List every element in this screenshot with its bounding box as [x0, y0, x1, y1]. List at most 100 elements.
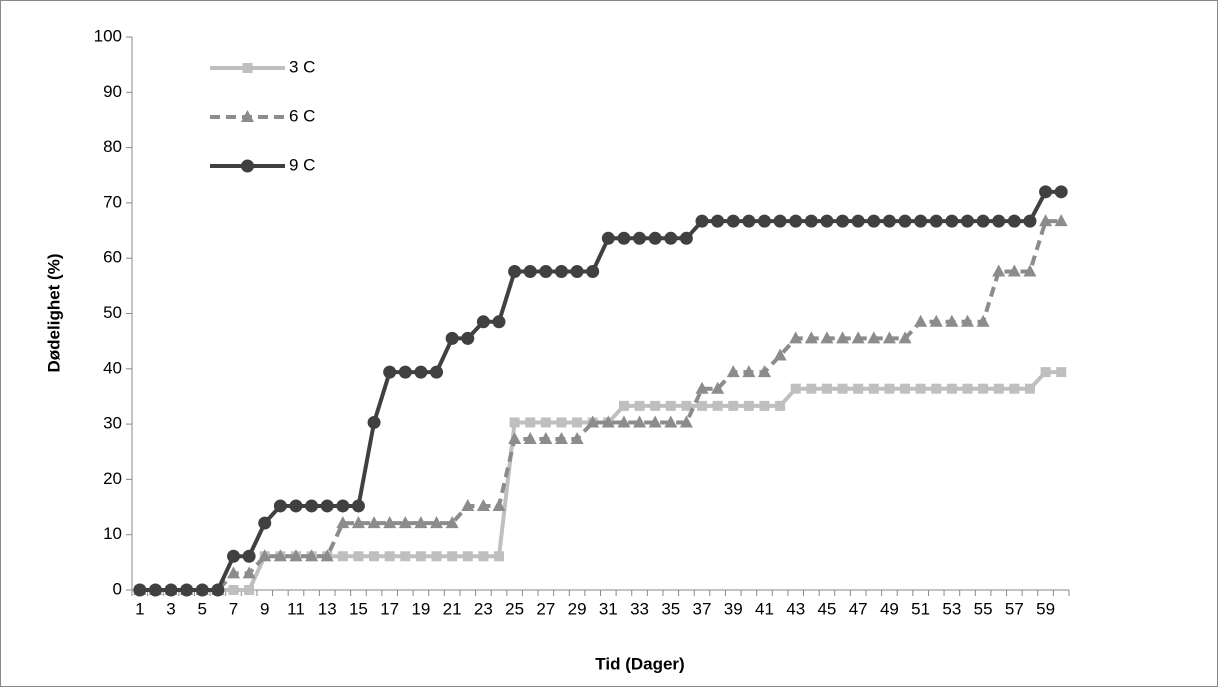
data-point [476, 315, 490, 329]
legend-marker [242, 63, 253, 73]
data-point [993, 383, 1004, 394]
data-point [914, 314, 928, 327]
data-point [601, 415, 615, 428]
data-point [773, 214, 787, 228]
data-point [586, 415, 600, 428]
data-point [664, 415, 678, 428]
data-point [851, 214, 865, 228]
x-tick-label: 41 [755, 599, 774, 618]
y-tick-label: 20 [103, 469, 122, 488]
data-point [853, 383, 864, 394]
data-point [820, 331, 834, 344]
x-tick-label: 23 [474, 599, 493, 618]
data-point [383, 516, 397, 529]
data-point [914, 214, 928, 228]
x-tick-label: 55 [974, 599, 993, 618]
x-tick-label: 31 [599, 599, 618, 618]
data-point [273, 549, 287, 562]
data-point [430, 516, 444, 529]
x-tick-label: 47 [849, 599, 868, 618]
data-point [351, 499, 365, 513]
x-tick-label: 21 [443, 599, 462, 618]
y-axis-title: Dødelighet (%) [44, 254, 63, 373]
x-tick-label: 37 [693, 599, 712, 618]
x-tick-label: 27 [536, 599, 555, 618]
data-point [1039, 185, 1053, 199]
data-point [1054, 185, 1068, 199]
data-point [273, 499, 287, 513]
data-point [648, 231, 662, 245]
data-point [695, 214, 709, 228]
data-point [868, 383, 879, 394]
y-tick-label: 30 [103, 414, 122, 433]
y-tick-label: 10 [103, 524, 122, 543]
data-point [478, 551, 489, 562]
data-point [1023, 264, 1037, 277]
data-point [523, 432, 537, 445]
data-point [509, 417, 520, 428]
data-point [1056, 367, 1067, 378]
data-point [757, 214, 771, 228]
data-point [556, 417, 567, 428]
data-point [554, 264, 568, 278]
data-point [180, 583, 194, 597]
data-point [430, 365, 444, 379]
data-point [837, 383, 848, 394]
data-point [976, 214, 990, 228]
data-point [773, 348, 787, 361]
legend-label: 9 C [289, 155, 315, 174]
data-point [351, 516, 365, 529]
y-tick-label: 0 [113, 579, 122, 598]
data-point [508, 432, 522, 445]
data-point [369, 551, 380, 562]
data-point [726, 214, 740, 228]
data-point [289, 549, 303, 562]
x-tick-label: 9 [260, 599, 269, 618]
data-point [759, 400, 770, 411]
data-point [353, 551, 364, 562]
x-tick-label: 17 [380, 599, 399, 618]
data-point [945, 314, 959, 327]
data-point [539, 432, 553, 445]
y-tick-label: 40 [103, 358, 122, 377]
data-point [445, 331, 459, 345]
data-point [711, 381, 725, 394]
data-point [228, 585, 239, 595]
data-point [242, 549, 256, 563]
data-point [539, 264, 553, 278]
data-point [976, 314, 990, 327]
x-tick-label: 5 [198, 599, 207, 618]
data-point [898, 214, 912, 228]
data-point [650, 400, 661, 411]
data-point [804, 214, 818, 228]
data-point [648, 415, 662, 428]
data-point [679, 415, 693, 428]
data-point [697, 400, 708, 411]
data-point [383, 365, 397, 379]
data-point [728, 400, 739, 411]
data-point [554, 432, 568, 445]
data-point [462, 551, 473, 562]
data-point [617, 231, 631, 245]
x-tick-label: 7 [229, 599, 238, 618]
data-point [525, 417, 536, 428]
x-tick-label: 3 [166, 599, 175, 618]
data-point [946, 383, 957, 394]
y-tick-label: 70 [103, 192, 122, 211]
data-point [508, 264, 522, 278]
data-point [882, 331, 896, 344]
data-point [540, 417, 551, 428]
data-point [258, 516, 272, 530]
data-point [476, 498, 490, 511]
data-point [461, 498, 475, 511]
data-point [633, 231, 647, 245]
data-point [711, 214, 725, 228]
y-tick-label: 90 [103, 82, 122, 101]
data-point [743, 400, 754, 411]
x-tick-label: 59 [1036, 599, 1055, 618]
data-point [867, 331, 881, 344]
data-point [336, 499, 350, 513]
data-point [148, 583, 162, 597]
data-point [492, 315, 506, 329]
y-tick-label: 60 [103, 248, 122, 267]
